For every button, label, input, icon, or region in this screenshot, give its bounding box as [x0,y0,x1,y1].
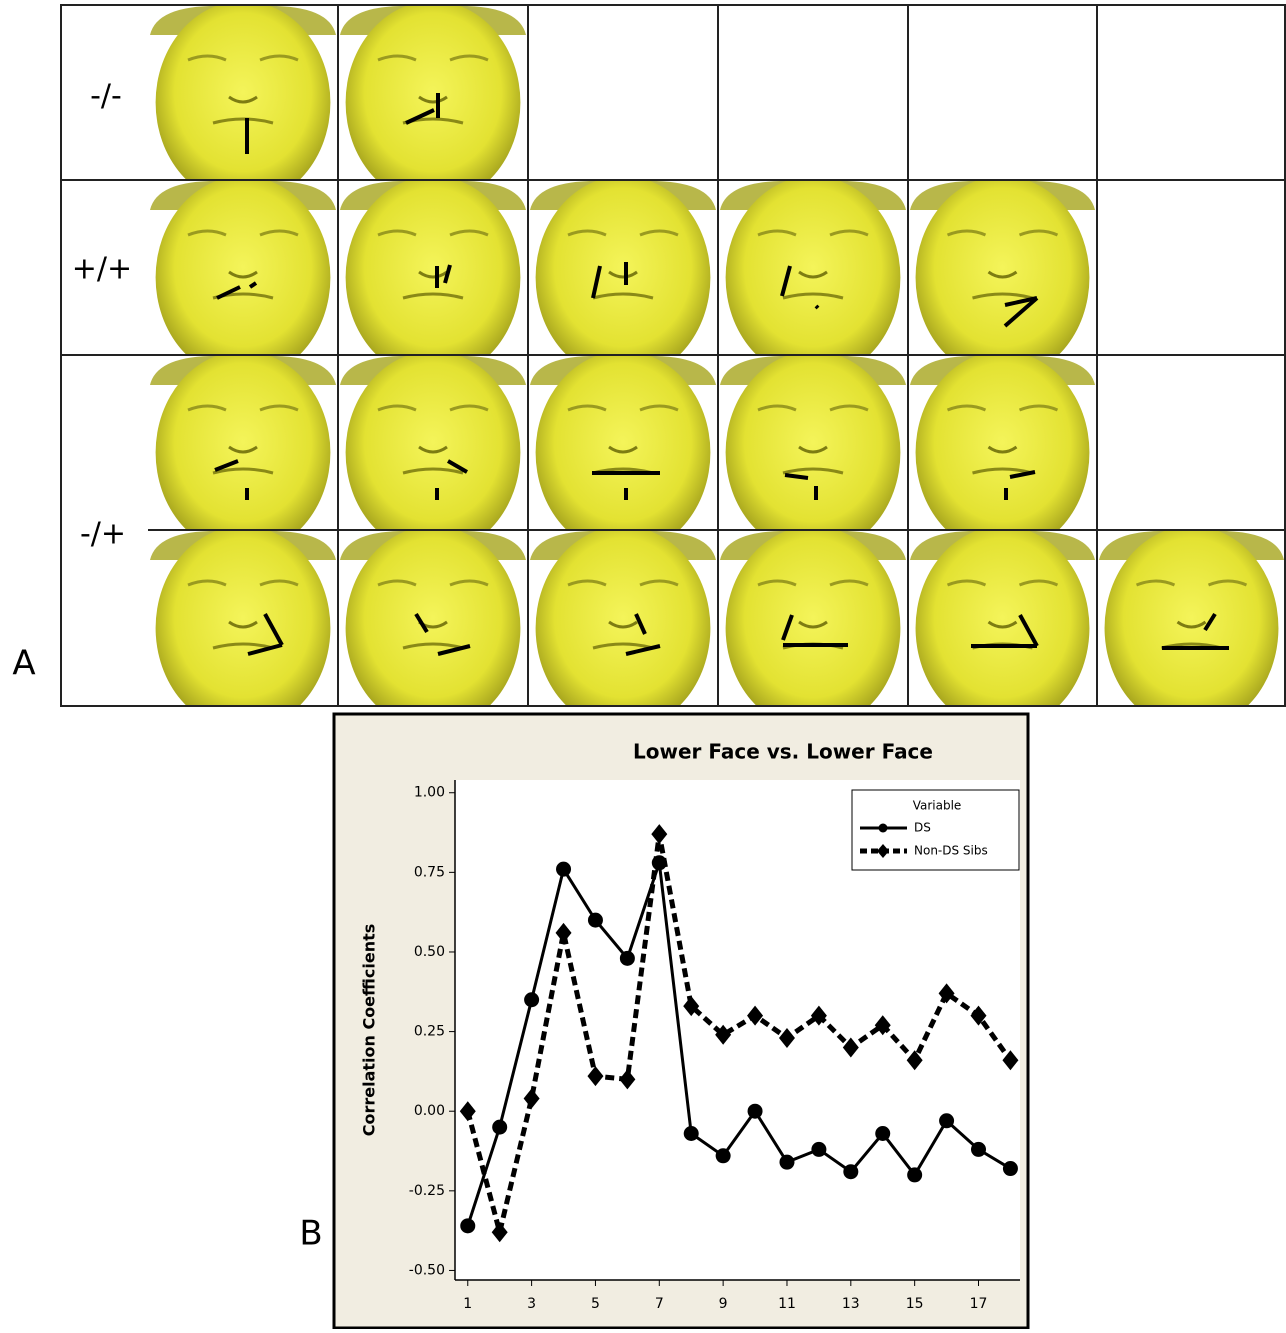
marker-circle [939,1113,954,1128]
face-image [720,526,906,730]
face [340,1,526,204]
face [150,526,336,730]
y-tick-label: 0.75 [414,864,445,880]
face [340,351,526,554]
panel-a [61,1,1285,730]
face-image [910,351,1095,554]
face [720,176,906,379]
x-tick-label: 17 [970,1296,988,1312]
marker-circle [684,1126,699,1141]
marker-circle [492,1120,507,1135]
face [720,351,906,554]
face [150,351,336,554]
row-label: -/+ [80,517,126,552]
face [340,176,526,379]
face-image [720,176,906,379]
legend-title: Variable [913,799,962,813]
face [340,526,526,730]
face-image [910,176,1095,379]
figure: A -/- +/+ -/+ B Lower Face vs. Lower Fac… [0,0,1286,1329]
face [1099,526,1284,730]
marker-circle [843,1164,858,1179]
y-axis-label: Correlation Coefficients [360,924,379,1137]
x-tick-label: 9 [719,1296,728,1312]
y-tick-label: 0.50 [414,944,445,960]
face-image [340,1,526,204]
row-label: -/- [90,79,122,114]
face [530,176,716,379]
marker-circle [811,1142,826,1157]
face-image [150,351,336,554]
x-tick-label: 11 [778,1296,796,1312]
marker-circle [1003,1161,1018,1176]
y-tick-label: 1.00 [414,785,445,801]
marker-circle [556,862,571,877]
marker-circle [460,1218,475,1233]
marker-circle [971,1142,986,1157]
face-image [150,526,336,730]
x-tick-label: 15 [906,1296,924,1312]
x-tick-label: 1 [463,1296,472,1312]
legend-label: DS [914,821,931,835]
marker-circle [620,951,635,966]
marker-circle [779,1155,794,1170]
marker-circle [588,913,603,928]
face [530,526,716,730]
marker-circle [524,992,539,1007]
y-tick-label: 0.25 [414,1024,445,1040]
face-image [720,351,906,554]
face [530,351,716,554]
face-image [340,526,526,730]
panel-label: B [299,1214,322,1254]
marker-circle [907,1167,922,1182]
chart-title: Lower Face vs. Lower Face [633,740,933,764]
face-image [530,351,716,554]
y-tick-label: -0.25 [409,1183,445,1199]
face-image [340,351,526,554]
face-image [340,176,526,379]
legend-label: Non-DS Sibs [914,844,988,858]
face-image [530,176,716,379]
face-image [910,526,1095,730]
legend-marker [879,824,888,833]
face-image [150,1,336,204]
face [150,176,336,379]
marker-circle [875,1126,890,1141]
row-label: +/+ [72,252,132,287]
face-image [530,526,716,730]
face [720,526,906,730]
y-tick-label: 0.00 [414,1103,445,1119]
x-tick-label: 13 [842,1296,860,1312]
landmark-line [816,306,818,308]
x-tick-label: 3 [527,1296,536,1312]
face [910,351,1095,554]
x-tick-label: 7 [655,1296,664,1312]
face [910,176,1095,379]
x-tick-label: 5 [591,1296,600,1312]
panel-label: A [12,644,35,684]
y-tick-label: -0.50 [409,1262,445,1278]
face [150,1,336,204]
marker-circle [748,1104,763,1119]
marker-circle [716,1148,731,1163]
face-image [150,176,336,379]
face [910,526,1095,730]
face-image [1099,526,1284,730]
